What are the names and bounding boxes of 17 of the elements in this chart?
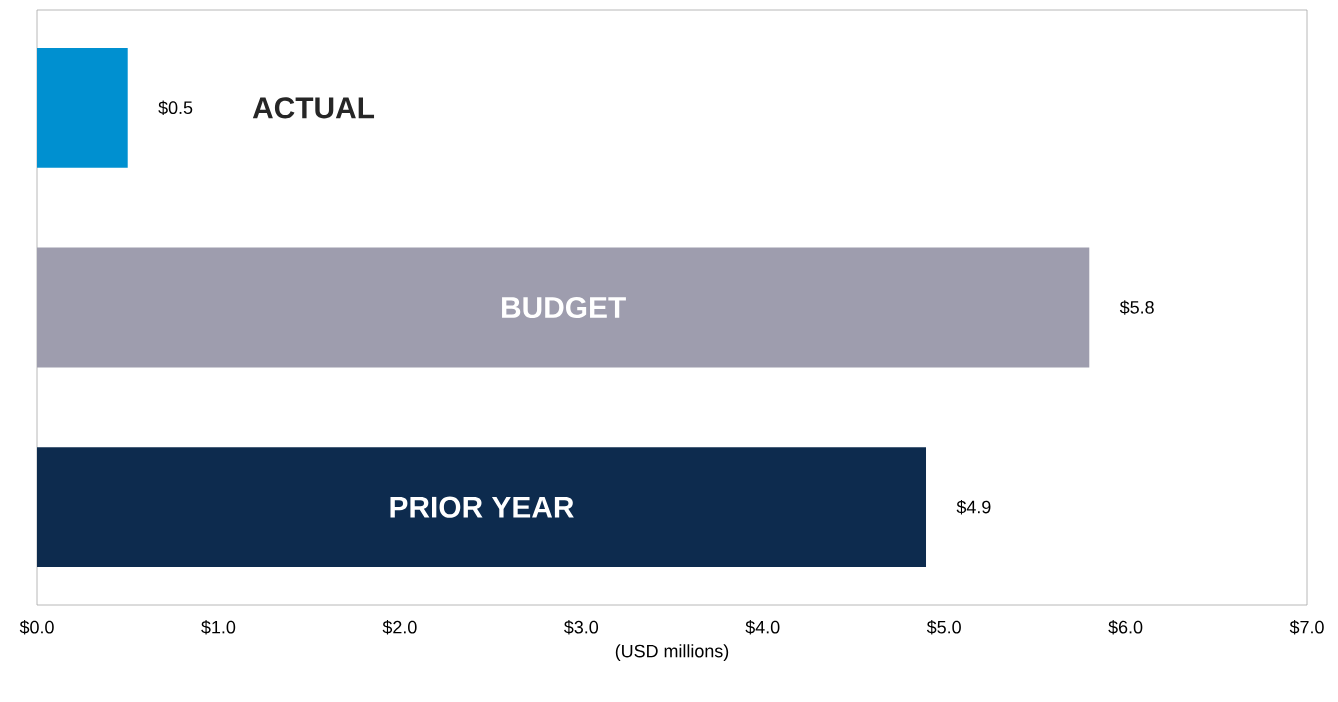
x-tick-label: $2.0 bbox=[382, 620, 417, 635]
data-label: $5.8 bbox=[1119, 300, 1154, 315]
x-tick-label: $0.0 bbox=[19, 620, 54, 635]
y-tick-label: ACTUAL bbox=[252, 97, 375, 119]
bar bbox=[37, 47, 128, 168]
y-tick-label: PRIOR YEAR bbox=[390, 496, 574, 518]
x-tick-label: $5.0 bbox=[926, 620, 961, 635]
x-tick-label: $1.0 bbox=[201, 620, 236, 635]
x-tick-label: $3.0 bbox=[564, 620, 599, 635]
y-tick-label: BUDGET bbox=[502, 296, 626, 319]
x-tick-label: $7.0 bbox=[1289, 620, 1324, 635]
x-tick-label: $6.0 bbox=[1108, 620, 1143, 635]
x-axis-title: (USD millions) bbox=[615, 644, 729, 661]
data-label: $0.5 bbox=[158, 100, 193, 116]
x-tick-label: $4.0 bbox=[745, 620, 780, 635]
bar bbox=[37, 447, 927, 568]
data-label: $4.9 bbox=[956, 499, 991, 515]
